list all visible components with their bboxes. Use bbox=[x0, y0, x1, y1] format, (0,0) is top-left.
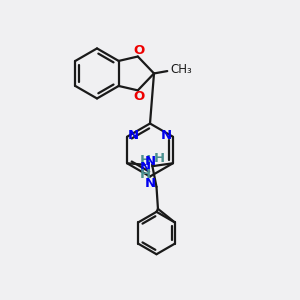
Text: N: N bbox=[145, 155, 156, 168]
Text: CH₃: CH₃ bbox=[170, 62, 192, 76]
Text: H: H bbox=[140, 154, 151, 167]
Text: N: N bbox=[128, 129, 139, 142]
Text: H: H bbox=[140, 168, 151, 181]
Text: N: N bbox=[144, 177, 156, 190]
Text: N: N bbox=[161, 129, 172, 142]
Text: N: N bbox=[140, 161, 151, 174]
Text: H: H bbox=[154, 152, 165, 165]
Text: O: O bbox=[134, 90, 145, 104]
Text: O: O bbox=[134, 44, 145, 56]
